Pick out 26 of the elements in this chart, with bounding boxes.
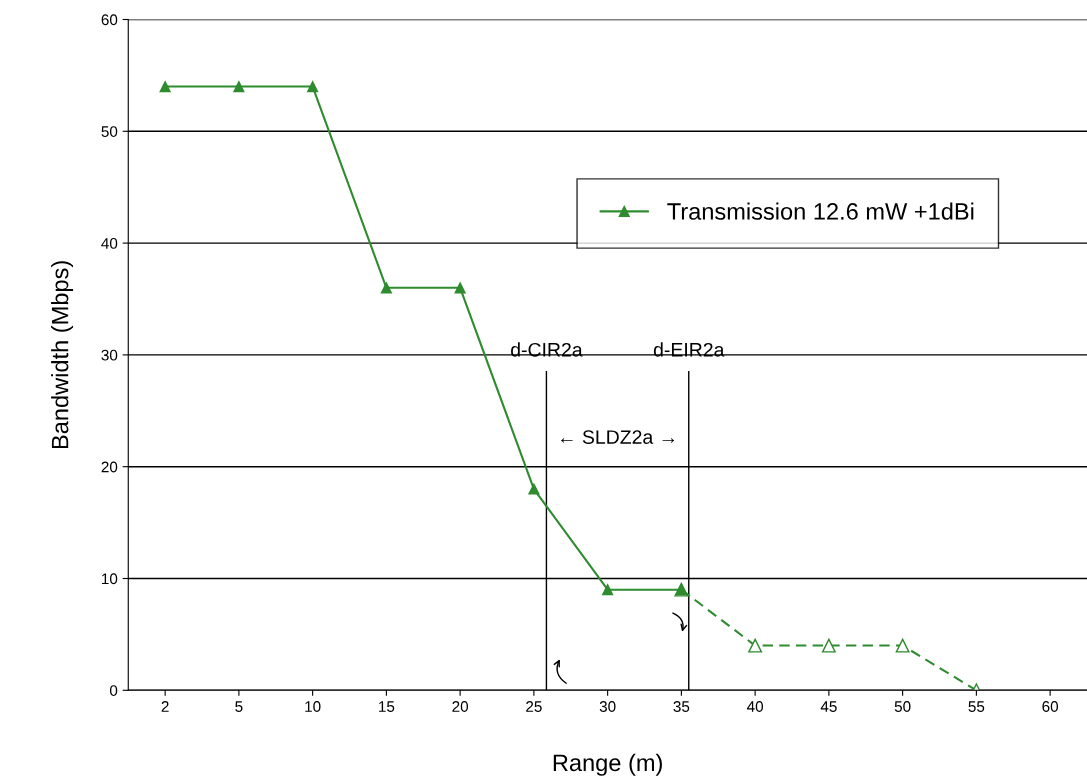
annotation: d-CIR2a [511,342,583,357]
x-axis-title: Range (m) [553,753,662,776]
x-tick-label: 35 [673,701,690,712]
x-tick-label: 20 [452,701,469,712]
y-axis-title: Bandwidth (Mbps) [51,261,74,449]
x-tick-label: 10 [305,701,321,712]
x-tick-label: 2 [161,701,169,712]
y-tick-label: 40 [101,237,118,249]
y-tick-label: 50 [101,126,118,137]
y-tick-label: 20 [101,461,118,473]
y-tick-label: 0 [109,685,118,696]
x-tick-label: 5 [235,701,243,712]
y-tick-label: 30 [101,349,118,361]
y-tick-label: 10 [102,573,118,585]
annotation: d-EIR2a [653,342,725,357]
x-tick-label: 30 [599,701,616,712]
x-tick-label: 60 [1042,701,1059,712]
x-tick-label: 45 [820,701,837,712]
x-tick-label: 55 [968,701,985,712]
y-tick-label: 60 [101,14,118,26]
legend-label: Transmission 12.6 mW +1dBi [667,202,974,220]
annotation: ← SLDZ2a → [561,430,675,444]
x-tick-label: 40 [746,701,764,712]
x-tick-label: 25 [526,701,542,712]
x-tick-label: 15 [379,701,395,712]
x-tick-label: 50 [894,701,911,712]
